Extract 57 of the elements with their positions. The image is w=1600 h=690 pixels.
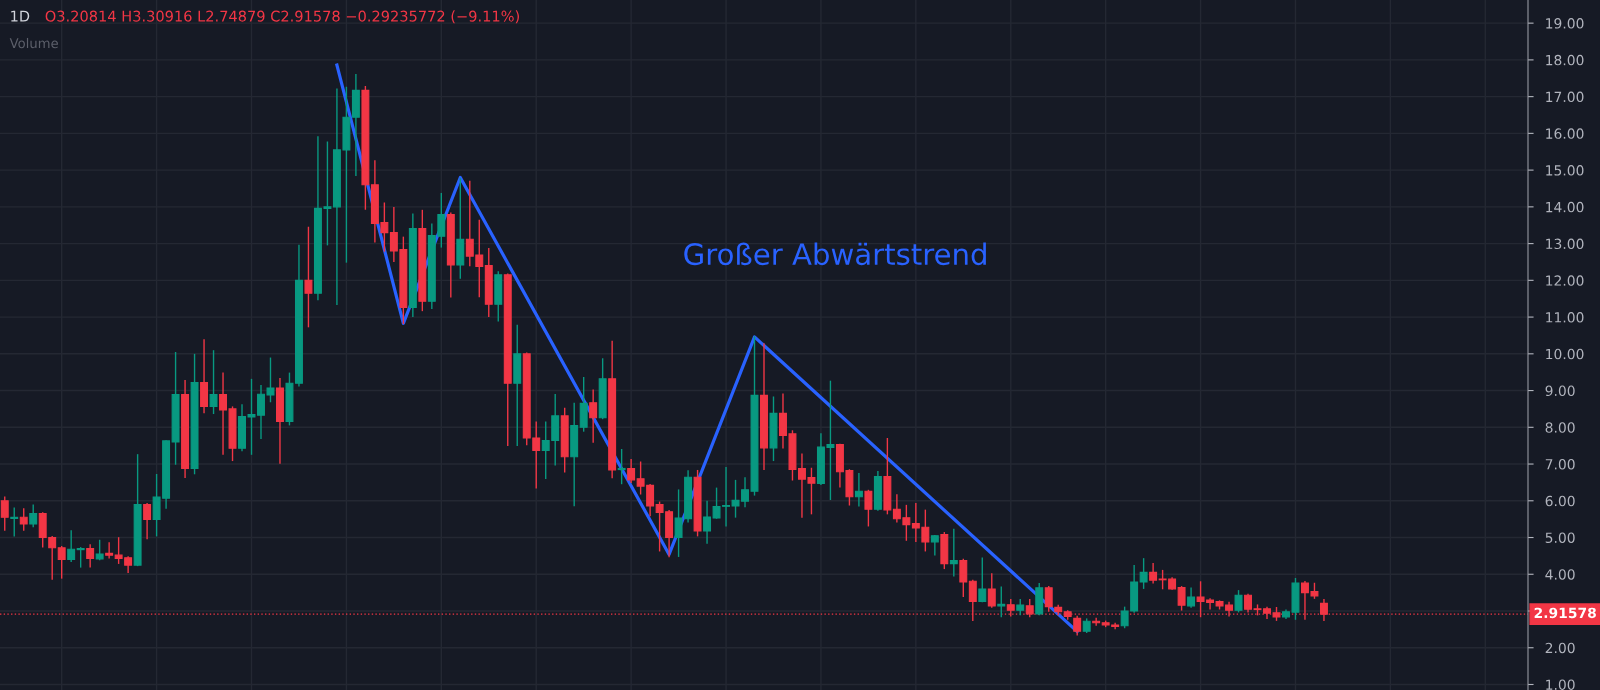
candlestick <box>589 389 598 443</box>
candlestick <box>959 558 968 598</box>
candlestick <box>579 377 588 432</box>
candlestick <box>0 496 9 531</box>
text: 1D <box>11 10 30 22</box>
y-tick-label: 19.00 <box>1546 18 1584 29</box>
candlestick <box>1234 590 1243 613</box>
candlestick <box>143 503 152 540</box>
candlestick <box>105 542 114 559</box>
candlestick <box>987 573 996 608</box>
candlestick <box>617 449 626 485</box>
candlestick <box>57 546 66 579</box>
candlestick <box>854 472 863 507</box>
y-tick-label: 10.00 <box>1546 348 1584 360</box>
candlestick <box>949 528 958 577</box>
annotation: Großer Abwärtstrend <box>684 242 986 266</box>
candlestick <box>95 539 104 561</box>
candlestick <box>968 579 977 621</box>
candlestick <box>864 489 873 527</box>
candlestick <box>304 226 313 328</box>
y-tick-label: 9.00 <box>1545 385 1575 397</box>
candlestick <box>1177 586 1186 611</box>
candlestick <box>209 350 218 415</box>
y-tick-label: 2.00 <box>1545 642 1575 654</box>
candlestick <box>1073 615 1082 636</box>
y-tick-label: 8.00 <box>1545 422 1575 433</box>
candlestick <box>29 504 38 528</box>
candlestick <box>86 544 95 568</box>
y-tick-label: 7.00 <box>1545 459 1575 470</box>
y-tick-label: 4.00 <box>1545 569 1575 580</box>
annotation: O3.20814 H3.30916 L2.74879 C2.91578 −0.29235772 (−9.11%) <box>45 10 519 24</box>
candlestick <box>930 534 939 556</box>
y-tick-label: 18.00 <box>1546 54 1584 66</box>
candlestick <box>10 507 19 537</box>
y-tick-label: 5.00 <box>1545 532 1575 543</box>
y-tick-label: 12.00 <box>1546 275 1584 286</box>
y-tick-label: 1.00 <box>1546 679 1575 690</box>
candlestick <box>997 586 1006 618</box>
y-tick-label: 6.00 <box>1545 495 1575 507</box>
candlestick <box>67 530 76 563</box>
y-tick-label: 16.00 <box>1546 128 1584 139</box>
y-tick-label: 15.00 <box>1546 165 1584 176</box>
y-tick-label: 13.00 <box>1546 238 1584 250</box>
candlestick <box>1139 558 1148 589</box>
candlestick <box>627 458 636 484</box>
candlestick <box>978 557 987 603</box>
y-tick-label: 17.00 <box>1546 91 1584 103</box>
candlestick <box>1149 562 1158 584</box>
y-tick-label: 14.00 <box>1546 201 1584 213</box>
candlestick <box>1187 587 1196 608</box>
annotation: Volume <box>9 37 58 49</box>
y-tick-label: 11.00 <box>1546 312 1584 323</box>
candlestick <box>200 339 209 414</box>
ref-line-label: 2.91578 <box>1534 607 1596 619</box>
candlestick <box>19 508 28 531</box>
candlestick <box>76 547 85 568</box>
candlestick <box>1044 586 1053 612</box>
